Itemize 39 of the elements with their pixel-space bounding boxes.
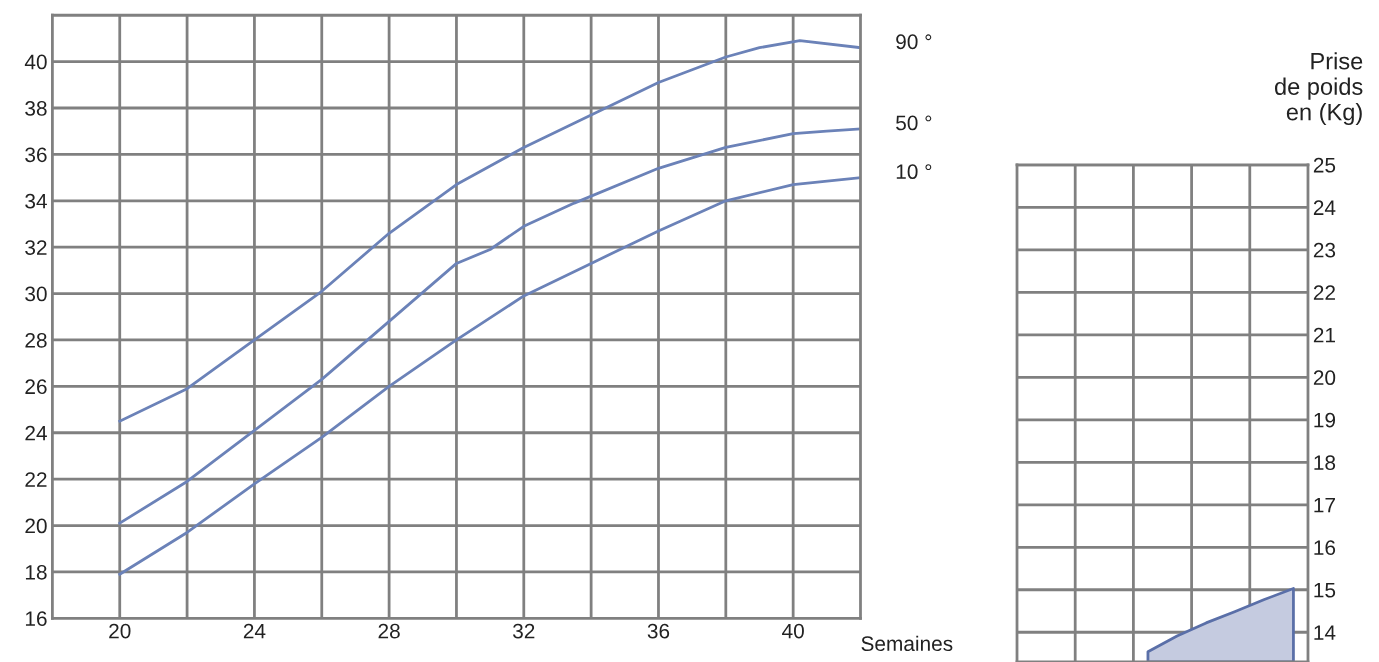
series-label: 50 ° (896, 115, 932, 131)
y-tick-label: 17 (1314, 497, 1335, 513)
y-tick-label: 34 (25, 193, 47, 209)
line-series (118, 127, 861, 525)
x-tick-label: 32 (513, 623, 535, 639)
y-tick-label: 24 (1313, 200, 1336, 215)
y-tick-label: 16 (25, 611, 47, 627)
y-tick-label: 21 (1313, 327, 1335, 343)
y-tick-label: 23 (1313, 242, 1336, 258)
x-tick-label: 20 (109, 623, 131, 639)
x-axis-title: Semaines (861, 635, 953, 652)
y-tick-label: 38 (25, 101, 47, 116)
y-tick-label: 32 (25, 240, 47, 255)
series-label: 90 ° (896, 34, 932, 50)
x-tick-label: 28 (378, 623, 400, 639)
y-tick-label: 16 (1314, 540, 1336, 556)
x-tick-label: 36 (647, 623, 670, 639)
y-tick-label: 40 (24, 54, 47, 70)
y-tick-label: 28 (25, 332, 47, 348)
y-tick-label: 25 (1313, 157, 1336, 173)
y-tick-label: 36 (25, 147, 47, 163)
y-tick-label: 30 (25, 286, 47, 302)
y-tick-label: 24 (25, 425, 47, 441)
line-series (118, 39, 861, 423)
y-tick-label: 18 (25, 564, 47, 580)
y-tick-label: 26 (25, 379, 47, 395)
y-tick-label: 14 (1314, 625, 1336, 640)
y-tick-label: 20 (25, 518, 47, 534)
y-axis-title: Prise de poids en (Kg) (1275, 52, 1363, 126)
y-tick-label: 19 (1314, 412, 1336, 428)
line-series (118, 176, 861, 576)
y-tick-label: 20 (1313, 370, 1336, 386)
y-tick-label: 22 (25, 472, 47, 487)
y-tick-label: 18 (1314, 455, 1336, 471)
y-tick-label: 22 (1313, 285, 1335, 300)
x-tick-label: 40 (782, 623, 804, 639)
x-tick-label: 24 (243, 623, 266, 639)
series-label: 10 ° (896, 164, 932, 180)
y-tick-label: 15 (1314, 582, 1336, 598)
